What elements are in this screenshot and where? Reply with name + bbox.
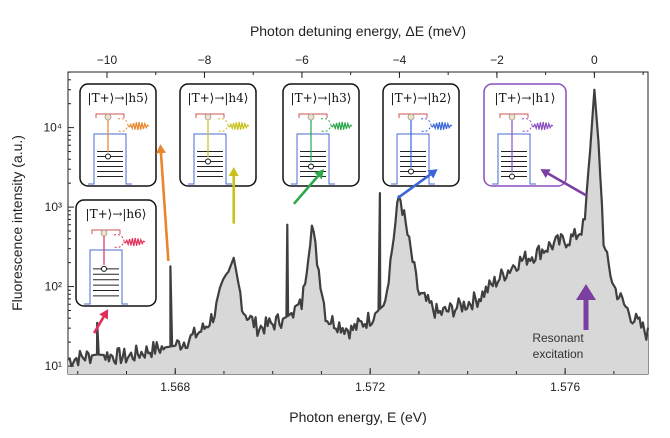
peak-arrow [159,153,170,262]
top-tick-label: −6 [295,53,309,67]
inset-frame [483,83,567,187]
y-tick-label: 10³ [45,200,62,214]
inset-label: |T+⟩→|h5⟩ [88,91,149,105]
peak-arrow-head [540,169,551,178]
inset-frame [179,83,257,187]
x-tick-label: 1.572 [355,380,385,394]
y-axis-label: Fluorescence intensity (a.u.) [9,135,25,311]
hole-potential [391,133,435,185]
peak-arrow-head [99,309,109,320]
photon-wave [127,121,150,131]
insets-group: |T+⟩→|h5⟩ |T+⟩→|h4⟩ |T+⟩→|h3⟩ |T+⟩→|h2⟩ |T+⟩… [75,83,567,307]
inset-label: |T+⟩→|h1⟩ [495,91,556,105]
electron-state [104,113,112,121]
photon-wave [123,237,146,247]
top-tick-label: 0 [591,53,598,67]
y-tick-label: 10¹ [45,359,62,373]
band-top [298,113,328,118]
photon-wave [330,121,353,131]
spectrum-line [67,88,650,367]
inset-label: |T+⟩→|h4⟩ [188,91,249,105]
transition-arc [521,118,533,132]
peak-arrow [292,175,320,205]
inset-4: |T+⟩→|h2⟩ [382,83,460,187]
inset-3: |T+⟩→|h3⟩ [282,83,360,187]
inset-frame [382,83,460,187]
hole-state [509,173,515,180]
hole-state [408,168,414,175]
hole-potential [291,133,335,185]
band-top [195,113,225,118]
hole-potential [84,249,128,305]
electron-state [100,229,108,237]
peak-arrow-head [314,169,324,180]
y-tick-label: 10² [45,280,62,294]
band-top [91,229,121,234]
peak-arrow-head [427,169,438,179]
peak-arrow [92,316,105,334]
x-axis-label: Photon energy, E (eV) [289,409,426,425]
electron-state [204,113,212,121]
inset-6: |T+⟩→|h6⟩ [75,199,157,307]
top-tick-label: −10 [97,53,118,67]
hole-potential [88,133,132,185]
hole-potential [188,133,232,185]
transition-arc [113,234,125,248]
electron-state [508,113,516,121]
inset-label: |T+⟩→|h3⟩ [291,91,352,105]
transition-arc [217,118,229,132]
top-tick-label: −2 [490,53,504,67]
x-tick-label: 1.568 [160,380,190,394]
electron-state [407,113,415,121]
arrows-group [92,144,588,334]
hole-potential [492,133,536,185]
resonant-excitation-annotation: Resonant excitation [532,284,596,361]
inset-frame [282,83,360,187]
peak-arrow-head [228,166,239,176]
photon-wave [430,121,453,131]
x-tick-label: 1.576 [550,380,580,394]
top-axis-label: Photon detuning energy, ΔE (meV) [250,23,466,39]
resonant-arrow-head [576,284,596,300]
hole-state [205,158,211,165]
resonant-label-line1: Resonant [532,331,584,345]
transition-arc [117,118,129,132]
top-tick-label: −8 [198,53,212,67]
top-tick-label: −4 [393,53,407,67]
inset-5: |T+⟩→|h1⟩ [483,83,567,187]
peak-arrow [396,173,432,200]
peak-arrow [547,172,588,197]
inset-1: |T+⟩→|h5⟩ [79,83,157,187]
transition-arc [420,118,432,132]
y-tick-label: 10⁴ [43,121,62,135]
band-top [95,113,125,118]
inset-label: |T+⟩→|h6⟩ [86,207,147,221]
inset-label: |T+⟩→|h2⟩ [391,91,452,105]
spectrum-fill-area [68,89,648,374]
peak-arrow-head [155,144,166,154]
transition-arc [320,118,332,132]
photon-wave [531,121,554,131]
inset-frame [79,83,157,187]
band-top [398,113,428,118]
electron-state [307,113,315,121]
hole-state [105,153,111,160]
hole-state [308,163,314,170]
axis-ticks: 1.568 1.572 1.576 −10 −8 −6 −4 −2 0 10¹ 10² 10³ 10⁴ [43,53,644,394]
photon-wave [227,121,250,131]
band-top [499,113,529,118]
resonant-label-line2: excitation [533,347,584,361]
hole-state [101,265,107,272]
inset-2: |T+⟩→|h4⟩ [179,83,257,187]
